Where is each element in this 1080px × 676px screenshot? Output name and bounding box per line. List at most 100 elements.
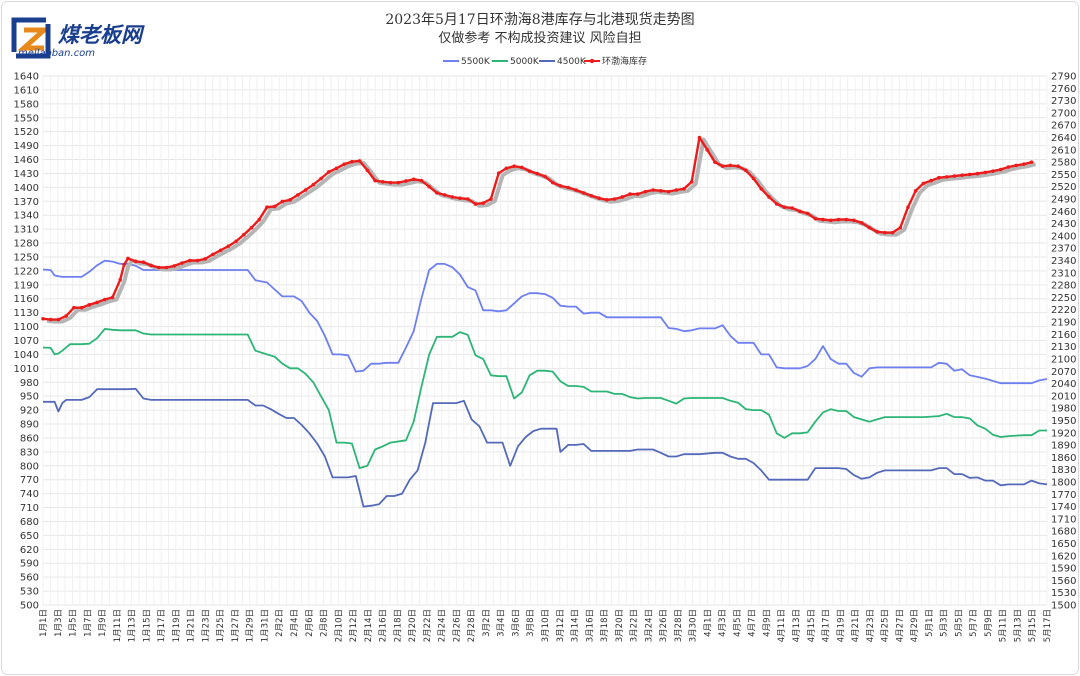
x-tick-label: 5月3日 [940,609,950,637]
series-point [326,170,331,174]
x-tick-label: 5月11日 [999,609,1009,642]
x-tick-label: 2月10日 [334,609,344,642]
series-point [805,211,810,216]
legend-marker [589,58,595,64]
x-tick-label: 1月23日 [201,609,211,642]
series-point [172,264,177,268]
y-left-tick: 530 [20,587,39,598]
logo-icon [11,17,51,59]
series-line-1 [42,328,1047,469]
series-point [597,196,601,201]
x-tick-label: 3月2日 [482,609,492,637]
series-point [836,217,841,222]
series-point [713,160,717,164]
series-point [659,189,663,193]
series-point [56,317,61,322]
y-right-tick: 2070 [1051,367,1076,378]
series-point [442,193,447,197]
series-point [396,180,401,185]
x-tick-label: 2月24日 [438,609,448,642]
x-tick-label: 2月6日 [305,609,315,637]
y-left-tick: 1430 [14,169,39,180]
y-right-tick: 2550 [1051,170,1076,181]
y-right-tick: 2790 [1051,72,1076,83]
series-point [373,178,377,183]
y-left-tick: 1550 [14,113,39,124]
y-left-tick: 1100 [14,322,39,333]
series-point [288,198,292,202]
series-point [852,218,856,223]
legend-label: 5500K [461,57,491,67]
x-tick-label: 5月1日 [925,609,935,637]
series-point [767,195,771,199]
y-right-tick: 1530 [1051,588,1076,599]
y-left-tick: 920 [20,406,39,417]
x-tick-label: 1月15日 [142,609,152,642]
x-tick-label: 3月4日 [497,609,507,637]
series-point [581,191,586,195]
x-tick-label: 4月17日 [822,609,832,642]
series-point [689,180,694,184]
x-tick-label: 4月23日 [866,609,876,642]
series-point [296,193,300,197]
series-point [1022,162,1026,166]
series-point [705,148,709,152]
series-point [257,217,262,222]
y-left-tick: 740 [20,489,39,500]
x-tick-label: 3月18日 [600,609,610,642]
series-line-3 [42,136,1032,321]
series-point [164,265,169,270]
x-tick-label: 2月18日 [393,609,403,642]
series-point [998,167,1003,172]
series-point [867,225,872,230]
series-point [72,305,76,310]
series-point [458,196,462,201]
x-tick-label: 1月7日 [83,609,93,637]
y-left-tick: 500 [20,601,39,612]
series-line-0 [42,259,1048,385]
x-tick-label: 3月20日 [615,609,625,642]
y-left-tick: 1280 [14,239,39,250]
series-point [319,176,323,181]
x-tick-label: 5月9日 [984,609,994,637]
series-point [983,170,988,175]
series-layer [41,135,1048,508]
series-point [512,164,516,169]
series-point [180,261,184,265]
y-right-tick: 1740 [1051,502,1076,513]
y-right-tick: 1680 [1051,527,1076,538]
series-point [110,295,115,300]
x-tick-label: 1月3日 [54,609,64,637]
y-right-tick: 2760 [1051,84,1076,95]
series-point [489,197,493,201]
x-tick-label: 2月8日 [320,609,330,637]
series-point [527,169,532,173]
series-point [157,265,161,270]
y-right-tick: 2220 [1051,305,1076,316]
series-point [790,206,794,210]
series-point [720,164,725,169]
y-left-tick: 860 [20,433,39,444]
y-left-tick: 1070 [14,336,39,347]
y-left-tick: 980 [20,378,39,389]
y-left-tick: 620 [20,545,39,556]
y-right-tick: 2190 [1051,318,1076,329]
y-left-tick: 1520 [14,127,39,138]
y-left-tick: 680 [20,517,39,528]
series-point [550,180,555,185]
series-point [242,232,246,237]
y-left-tick: 1340 [14,211,39,222]
x-tick-label: 2月16日 [379,609,389,642]
series-point [859,221,864,225]
series-line-2 [43,387,1048,508]
y-left-tick: 950 [20,392,39,403]
y-right-tick: 1650 [1051,539,1076,550]
series-point [41,316,45,321]
series-point [890,230,895,235]
y-right-tick: 1770 [1051,490,1076,501]
x-tick-label: 2月4日 [290,609,300,637]
series-point [465,197,470,201]
y-right-tick: 1980 [1051,404,1076,415]
series-point [736,164,740,169]
